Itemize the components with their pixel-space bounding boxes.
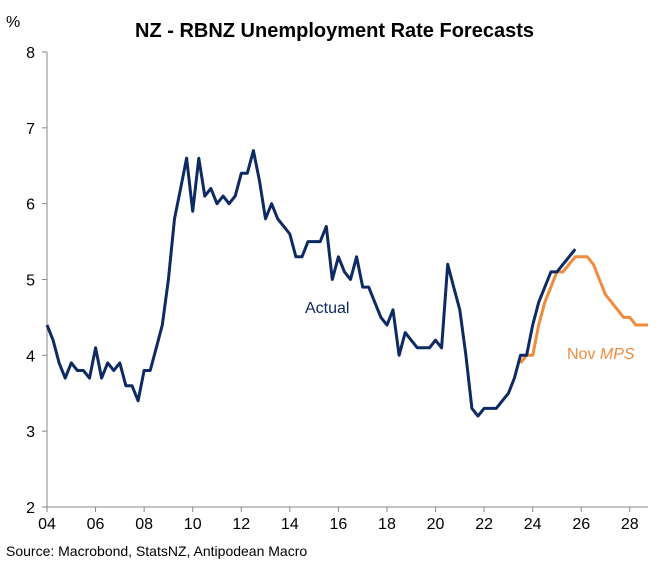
x-tick-label: 08 [135,516,153,533]
y-axis-unit: % [6,14,21,31]
y-tick-label: 7 [26,121,35,138]
x-tick-label: 24 [524,516,542,533]
x-tick-label: 12 [232,516,250,533]
x-tick-label: 20 [427,516,445,533]
chart-title: NZ - RBNZ Unemployment Rate Forecasts [135,20,534,42]
y-tick-label: 5 [26,273,35,290]
x-tick-label: 22 [475,516,493,533]
y-tick-label: 3 [26,424,35,441]
forecast-label-prefix: Nov [567,346,600,363]
y-tick-label: 8 [26,45,35,62]
forecast-line [519,255,648,364]
y-tick-label: 2 [26,500,35,517]
x-tick-label: 28 [621,516,639,533]
y-tick-label: 6 [26,197,35,214]
forecast-label: Nov MPS [567,346,635,363]
x-tick-label: 06 [87,516,105,533]
x-tick-label: 14 [281,516,299,533]
actual-label: Actual [305,300,349,317]
x-tick-label: 10 [184,516,202,533]
x-tick-label: 18 [378,516,396,533]
x-tick-label: 04 [38,516,56,533]
actual-line [45,149,577,418]
x-tick-label: 16 [329,516,347,533]
source-note: Source: Macrobond, StatsNZ, Antipodean M… [6,543,308,559]
x-tick-label: 26 [572,516,590,533]
forecast-label-mps: MPS [600,346,635,363]
y-tick-label: 4 [26,348,35,365]
